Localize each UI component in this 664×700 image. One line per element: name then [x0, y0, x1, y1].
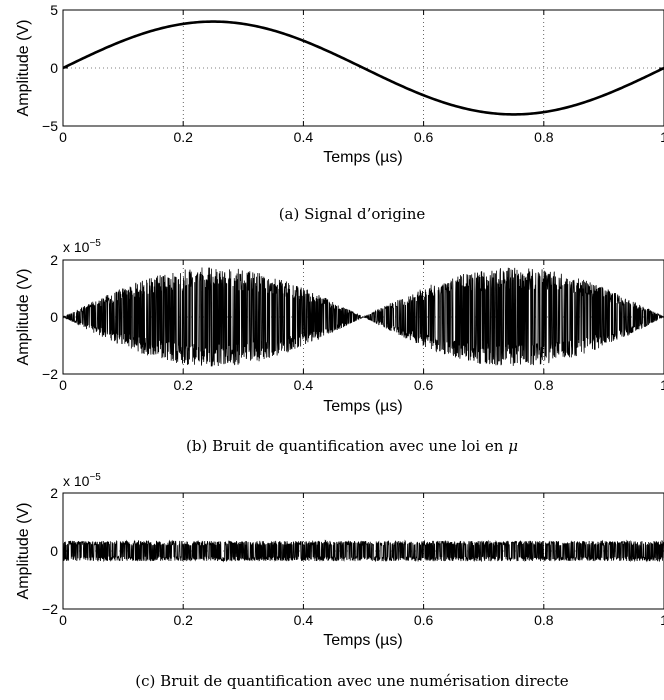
y-tick-label: 0 [50, 543, 58, 559]
x-tick-label: 0 [59, 377, 67, 393]
caption-a: (a) Signal d’origine [279, 205, 426, 223]
y-tick-label: −2 [42, 601, 58, 617]
mu-symbol: μ [508, 437, 518, 455]
series-layer [62, 267, 664, 367]
x-tick-label: 1 [660, 377, 664, 393]
x-tick-label: 0.6 [414, 377, 434, 393]
x-tick-label: 0.2 [173, 377, 193, 393]
axis-ticks: 00.20.40.60.81−202 [42, 485, 664, 628]
y-tick-label: 0 [50, 309, 58, 325]
chart-panel-c: 00.20.40.60.81−202 x 10−5 Amplitude (V) … [15, 472, 664, 690]
x-tick-label: 0.6 [414, 612, 434, 628]
x-tick-label: 0 [59, 612, 67, 628]
y-axis-label: Amplitude (V) [15, 20, 32, 117]
series-layer [62, 539, 664, 563]
x-tick-label: 1 [660, 129, 664, 145]
series-line [62, 267, 664, 367]
axis-ticks: 00.20.40.60.81−505 [42, 2, 664, 145]
y-multiplier-exponent: −5 [89, 472, 101, 483]
y-multiplier: x 10−5 [63, 238, 101, 255]
axis-ticks: 00.20.40.60.81−202 [42, 252, 664, 393]
y-tick-label: −2 [42, 366, 58, 382]
x-axis-label: Temps (µs) [323, 632, 402, 649]
caption-c: (c) Bruit de quantification avec une num… [135, 672, 569, 690]
x-tick-label: 0.2 [173, 129, 193, 145]
x-tick-label: 0 [59, 129, 67, 145]
x-tick-label: 0.8 [534, 377, 554, 393]
y-axis-label: Amplitude (V) [15, 269, 32, 366]
y-tick-label: 2 [50, 252, 58, 268]
x-tick-label: 0.8 [534, 612, 554, 628]
y-tick-label: 0 [50, 60, 58, 76]
y-multiplier-exponent: −5 [89, 238, 101, 249]
series-layer [62, 20, 664, 116]
y-tick-label: 2 [50, 485, 58, 501]
x-tick-label: 1 [660, 612, 664, 628]
x-tick-label: 0.4 [294, 612, 314, 628]
y-tick-label: −5 [42, 118, 58, 134]
x-tick-label: 0.6 [414, 129, 434, 145]
chart-panel-a: 00.20.40.60.81−505 Amplitude (V) Temps (… [15, 2, 664, 223]
caption-b: (b) Bruit de quantification avec une loi… [186, 437, 518, 455]
x-axis-label: Temps (µs) [323, 149, 402, 166]
x-tick-label: 0.4 [294, 377, 314, 393]
series-line [62, 539, 664, 563]
chart-panel-b: 00.20.40.60.81−202 x 10−5 Amplitude (V) … [15, 238, 664, 455]
series-line [62, 20, 664, 116]
x-tick-label: 0.4 [294, 129, 314, 145]
x-tick-label: 0.8 [534, 129, 554, 145]
y-multiplier: x 10−5 [63, 472, 101, 489]
x-tick-label: 0.2 [173, 612, 193, 628]
x-axis-label: Temps (µs) [323, 398, 402, 415]
y-axis-label: Amplitude (V) [15, 503, 32, 600]
y-tick-label: 5 [50, 2, 58, 18]
